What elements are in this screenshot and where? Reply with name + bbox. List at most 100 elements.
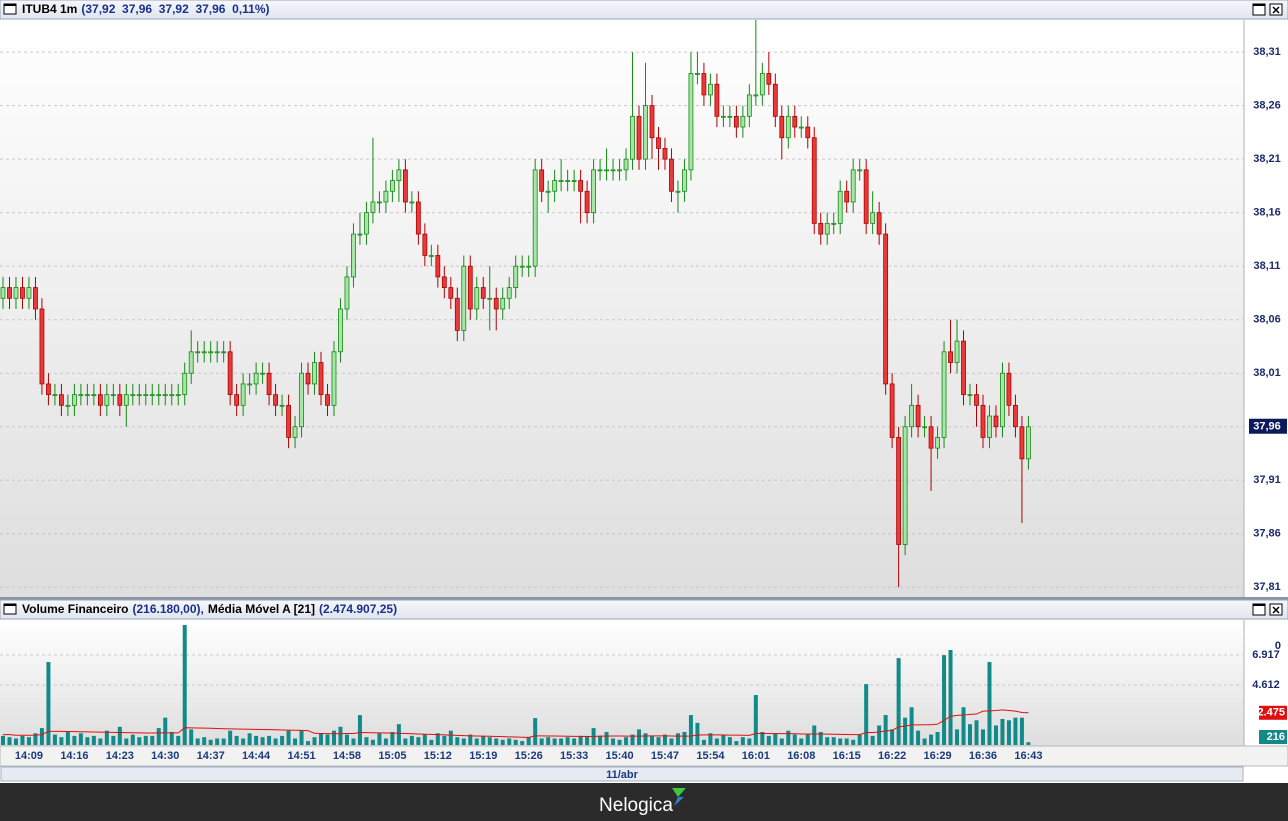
chart-title: ITUB4 1m — [22, 2, 77, 16]
candle-body — [662, 148, 668, 160]
volume-bar — [520, 741, 525, 745]
volume-bar — [559, 738, 564, 745]
candle-body — [325, 394, 330, 406]
candle-body — [351, 233, 356, 278]
candle-body — [532, 169, 538, 267]
candle-body — [539, 169, 545, 192]
y-tick-label: 38,01 — [1253, 367, 1281, 379]
volume-bar — [812, 725, 817, 745]
x-tick-label: 15:26 — [515, 750, 543, 762]
candle-body — [156, 394, 162, 397]
volume-bar — [286, 730, 291, 745]
candle-body — [136, 394, 142, 397]
close-button[interactable] — [1269, 3, 1283, 16]
candle-body — [7, 287, 12, 299]
date-bar[interactable] — [0, 766, 1244, 782]
volume-bar — [455, 737, 460, 745]
volume-bar — [883, 715, 888, 745]
volume-bar — [909, 707, 914, 745]
volume-bar — [130, 734, 135, 745]
legend-value: (2.474.907,25) — [319, 602, 397, 616]
volume-bar — [481, 735, 486, 745]
candle-body — [850, 169, 856, 203]
candle-body — [883, 233, 889, 385]
volume-bar — [675, 733, 680, 745]
candle-body — [636, 115, 642, 160]
candle-body — [208, 351, 214, 354]
value-marker-label: 216 — [1267, 731, 1285, 743]
candle-body — [247, 383, 253, 386]
volume-bar — [916, 730, 921, 745]
volume-bar — [708, 733, 713, 745]
candle-body — [39, 308, 45, 385]
candle-body — [519, 265, 525, 268]
volume-bar — [701, 739, 706, 745]
candle-body — [876, 212, 882, 235]
volume-bar — [585, 735, 590, 745]
candle-body — [467, 265, 473, 310]
candle-body — [915, 404, 921, 428]
candle-body — [279, 404, 285, 407]
candle-body — [389, 180, 395, 192]
candle-body — [461, 265, 467, 331]
volume-bar — [546, 737, 551, 745]
volume-bar — [409, 735, 414, 745]
volume-bar — [714, 738, 719, 745]
candle-body — [818, 222, 824, 235]
candle-body — [675, 190, 681, 193]
close-button[interactable] — [1269, 603, 1283, 616]
candle-body — [260, 372, 266, 375]
candle-body — [623, 158, 629, 171]
candle-body — [240, 383, 246, 406]
candle-body — [130, 394, 136, 397]
volume-bar — [773, 733, 778, 745]
volume-bar — [111, 735, 116, 745]
y-tick-label: 38,21 — [1253, 153, 1281, 165]
volume-bar — [929, 734, 934, 745]
volume-bar — [65, 731, 70, 745]
candle-body — [299, 372, 304, 428]
y-tick-label: 38,16 — [1253, 207, 1281, 219]
volume-bar — [195, 738, 200, 745]
volume-bar — [117, 726, 122, 745]
x-tick-label: 15:05 — [378, 750, 406, 762]
volume-bar — [968, 724, 973, 745]
candle-body — [759, 73, 765, 96]
brand-logo — [672, 788, 686, 806]
candle-body — [182, 372, 188, 396]
volume-bar — [650, 735, 654, 745]
candle-body — [474, 287, 480, 310]
candle-body — [312, 362, 317, 385]
volume-bar — [565, 737, 570, 745]
candle-body — [20, 287, 25, 299]
candle-body — [714, 83, 720, 117]
volume-bar — [1, 735, 5, 745]
volume-bar — [416, 737, 421, 745]
x-tick-label: 15:47 — [651, 750, 679, 762]
maximize-button[interactable] — [1252, 3, 1266, 16]
candle-body — [149, 394, 155, 397]
candle-body — [954, 340, 960, 363]
volume-bar — [487, 737, 492, 745]
time-axis — [0, 745, 1288, 767]
candle-body — [857, 169, 863, 172]
volume-bar — [980, 729, 985, 745]
volume-bar — [72, 735, 77, 745]
volume-bar — [572, 738, 577, 745]
volume-bar — [241, 738, 246, 745]
x-tick-label: 14:37 — [197, 750, 225, 762]
panel-splitter[interactable] — [0, 597, 1288, 600]
volume-bar — [104, 730, 109, 745]
volume-bar — [760, 731, 765, 745]
maximize-button[interactable] — [1252, 603, 1266, 616]
axis-top-label: 0 — [1275, 640, 1281, 652]
candle-body — [117, 394, 123, 406]
volume-bar — [805, 734, 810, 745]
legend-name: Média Móvel A [21] — [208, 602, 315, 616]
volume-bar — [143, 735, 148, 745]
candle-body — [863, 169, 869, 224]
candle-body — [656, 137, 661, 149]
candle-body — [1000, 372, 1005, 428]
candle-body — [565, 180, 571, 182]
